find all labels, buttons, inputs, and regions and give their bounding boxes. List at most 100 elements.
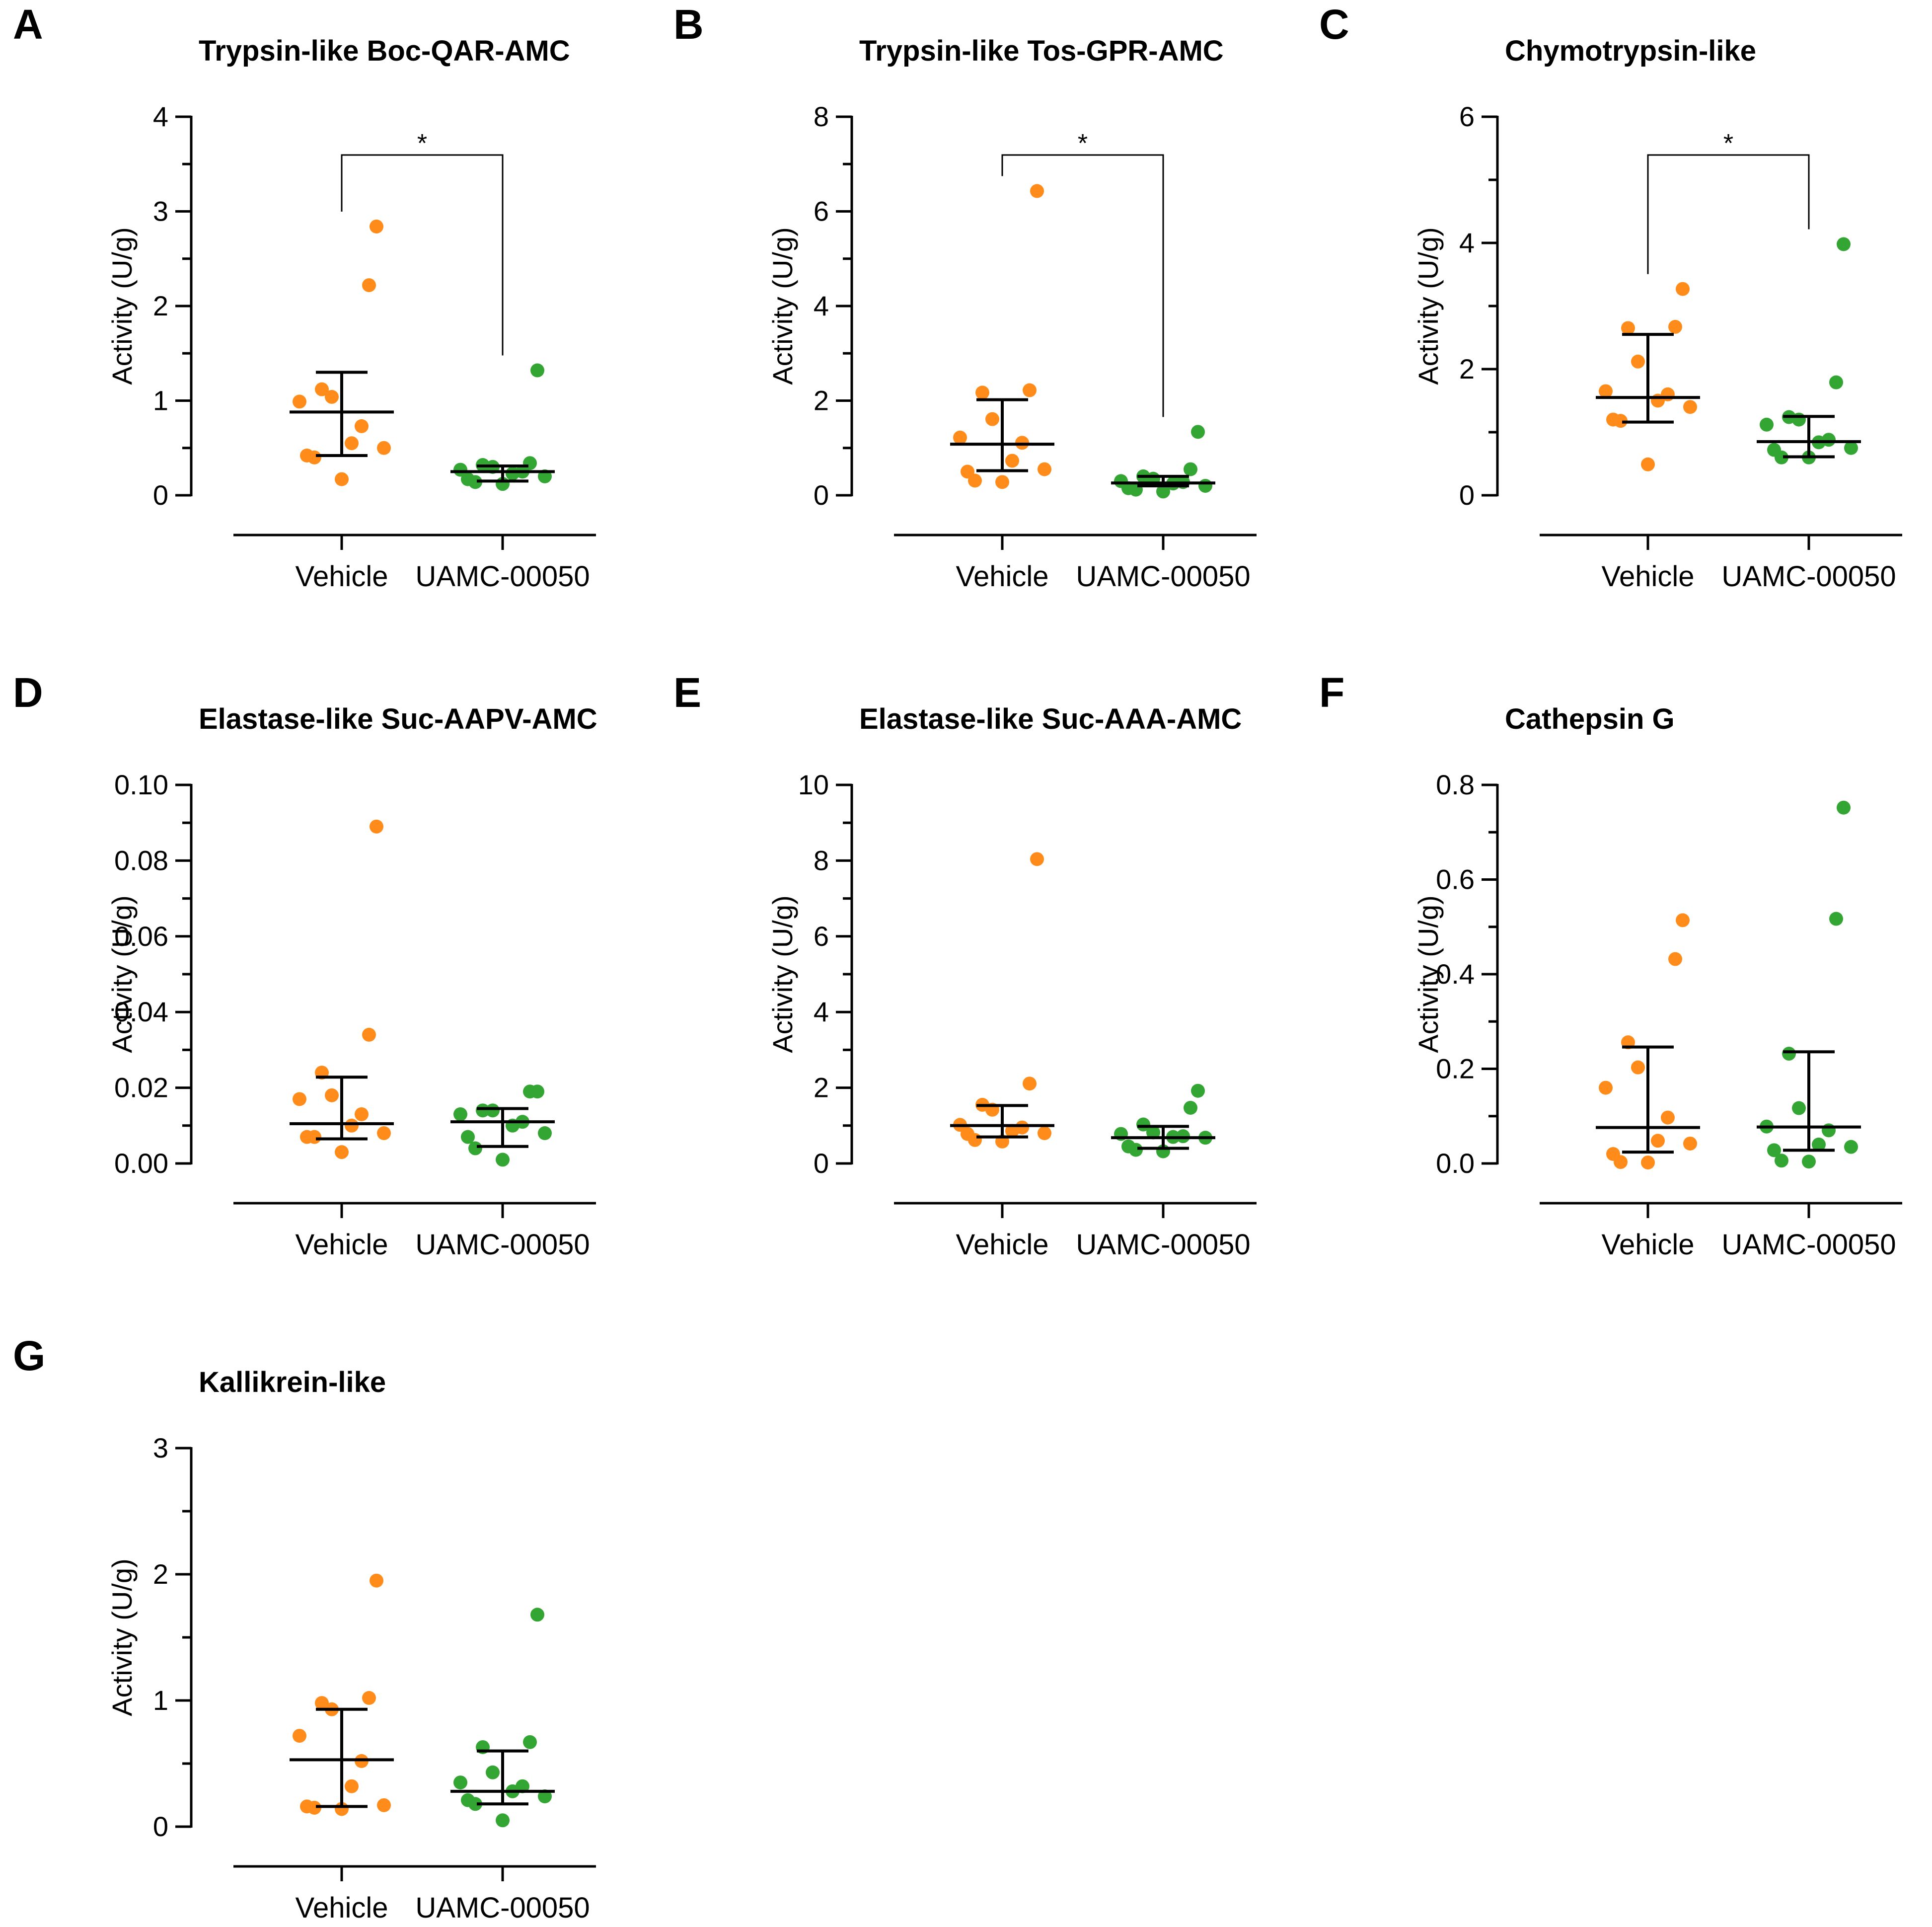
data-point xyxy=(476,1103,490,1118)
x-category-label: UAMC-00050 xyxy=(1076,560,1250,593)
x-category-label: Vehicle xyxy=(295,560,388,593)
data-point xyxy=(293,1729,306,1743)
data-point xyxy=(1030,852,1044,866)
data-point xyxy=(453,1107,467,1121)
data-point xyxy=(1661,387,1675,401)
data-point xyxy=(516,1779,529,1793)
y-tick-label: 0.8 xyxy=(1436,769,1475,800)
data-point xyxy=(1198,478,1212,493)
y-axis-label: Activity (U/g) xyxy=(106,1558,138,1716)
chart-panel-f: F Cathepsin G 0.0 0.2 0.4 0.6 0.8 Activity (U/g… xyxy=(1319,669,1902,1261)
y-tick-label: 0 xyxy=(153,1811,168,1842)
data-point xyxy=(335,472,349,486)
data-point xyxy=(315,1696,329,1710)
y-tick-label: 0.00 xyxy=(114,1148,168,1179)
data-point xyxy=(523,456,537,470)
data-point xyxy=(1822,433,1836,447)
panel-letter: E xyxy=(673,669,701,716)
data-point xyxy=(300,448,314,462)
x-category-label: UAMC-00050 xyxy=(415,1892,590,1924)
data-point xyxy=(1191,1083,1205,1098)
y-tick-label: 6 xyxy=(814,921,829,952)
series-uamc-00050 xyxy=(1757,800,1861,1169)
data-point xyxy=(1767,443,1781,457)
data-point xyxy=(1802,1155,1816,1169)
data-point xyxy=(538,1789,552,1804)
data-point xyxy=(1829,375,1843,389)
panel-letter: F xyxy=(1319,669,1344,716)
data-point xyxy=(345,1118,359,1133)
chart-panel-c: C Chymotrypsin-like 0 2 4 6 Activity (U/g) Vehi… xyxy=(1319,1,1902,593)
data-point xyxy=(523,1735,537,1749)
data-point xyxy=(1156,484,1170,499)
y-tick-label: 0.4 xyxy=(1436,958,1475,990)
series-uamc-00050 xyxy=(1757,237,1861,464)
panel-letter: C xyxy=(1319,1,1349,48)
y-tick-label: 1 xyxy=(153,385,168,416)
data-point xyxy=(345,436,359,451)
data-point xyxy=(1661,1110,1675,1125)
data-point xyxy=(355,419,369,433)
data-point xyxy=(538,1126,552,1141)
y-tick-label: 2 xyxy=(153,290,168,321)
chart-title: Elastase-like Suc-AAA-AMC xyxy=(859,703,1242,735)
y-tick-label: 2 xyxy=(814,385,829,416)
data-point xyxy=(1146,1125,1160,1140)
data-point xyxy=(1176,1129,1190,1144)
data-point xyxy=(1792,1101,1806,1115)
series-vehicle xyxy=(950,852,1054,1149)
data-point xyxy=(530,1608,544,1622)
data-point xyxy=(496,1813,510,1828)
y-tick-label: 0 xyxy=(1459,479,1475,511)
y-tick-label: 4 xyxy=(153,101,168,132)
significance-bracket xyxy=(1001,154,1164,417)
chart-title: Trypsin-like Boc-QAR-AMC xyxy=(199,35,570,67)
series-vehicle xyxy=(1596,282,1700,471)
data-point xyxy=(486,1765,500,1779)
series-uamc-00050 xyxy=(450,1084,555,1167)
data-point xyxy=(362,1691,376,1705)
data-point xyxy=(486,1103,500,1118)
data-point xyxy=(1023,1077,1037,1091)
data-point xyxy=(1599,1080,1613,1095)
data-point xyxy=(1015,1120,1029,1135)
significance-bracket xyxy=(341,154,504,356)
data-point xyxy=(961,464,974,479)
y-tick-label: 6 xyxy=(1459,101,1475,132)
data-point xyxy=(300,1799,314,1814)
data-point xyxy=(377,441,391,455)
data-point xyxy=(453,462,467,477)
data-point xyxy=(1641,1156,1655,1170)
x-category-label: UAMC-00050 xyxy=(415,1229,590,1261)
y-tick-label: 3 xyxy=(153,196,168,227)
y-tick-label: 0 xyxy=(814,479,829,511)
y-tick-label: 0 xyxy=(153,479,168,511)
y-tick-label: 4 xyxy=(1459,227,1475,258)
data-point xyxy=(335,1145,349,1159)
y-tick-label: 4 xyxy=(814,290,829,321)
chart-panel-a: A Trypsin-like Boc-QAR-AMC 0 1 2 3 4 Activity (… xyxy=(13,1,596,593)
data-point xyxy=(1641,457,1655,471)
data-point xyxy=(1599,384,1613,398)
x-category-label: UAMC-00050 xyxy=(1076,1229,1250,1261)
data-point xyxy=(1676,282,1690,296)
data-point xyxy=(355,1107,369,1121)
data-point xyxy=(325,1088,339,1102)
data-point xyxy=(1191,425,1205,439)
y-axis-label: Activity (U/g) xyxy=(1412,895,1444,1053)
data-point xyxy=(1184,1100,1197,1115)
chart-panel-g: G Kallikrein-like 0 1 2 3 Activity (U/g) Vehicl… xyxy=(13,1332,596,1924)
panel-letter: B xyxy=(673,1,704,48)
series-uamc-00050 xyxy=(1111,425,1215,499)
series-vehicle xyxy=(290,1573,394,1816)
data-point xyxy=(362,278,376,293)
panel-letter: A xyxy=(13,1,43,48)
y-tick-label: 0.06 xyxy=(114,921,168,952)
chart-panel-e: E Elastase-like Suc-AAA-AMC 0 2 4 6 8 10 Activit… xyxy=(673,669,1257,1261)
data-point xyxy=(1760,417,1774,432)
data-point xyxy=(362,1027,376,1042)
y-tick-label: 2 xyxy=(814,1072,829,1103)
y-tick-label: 6 xyxy=(814,196,829,227)
data-point xyxy=(530,363,544,378)
